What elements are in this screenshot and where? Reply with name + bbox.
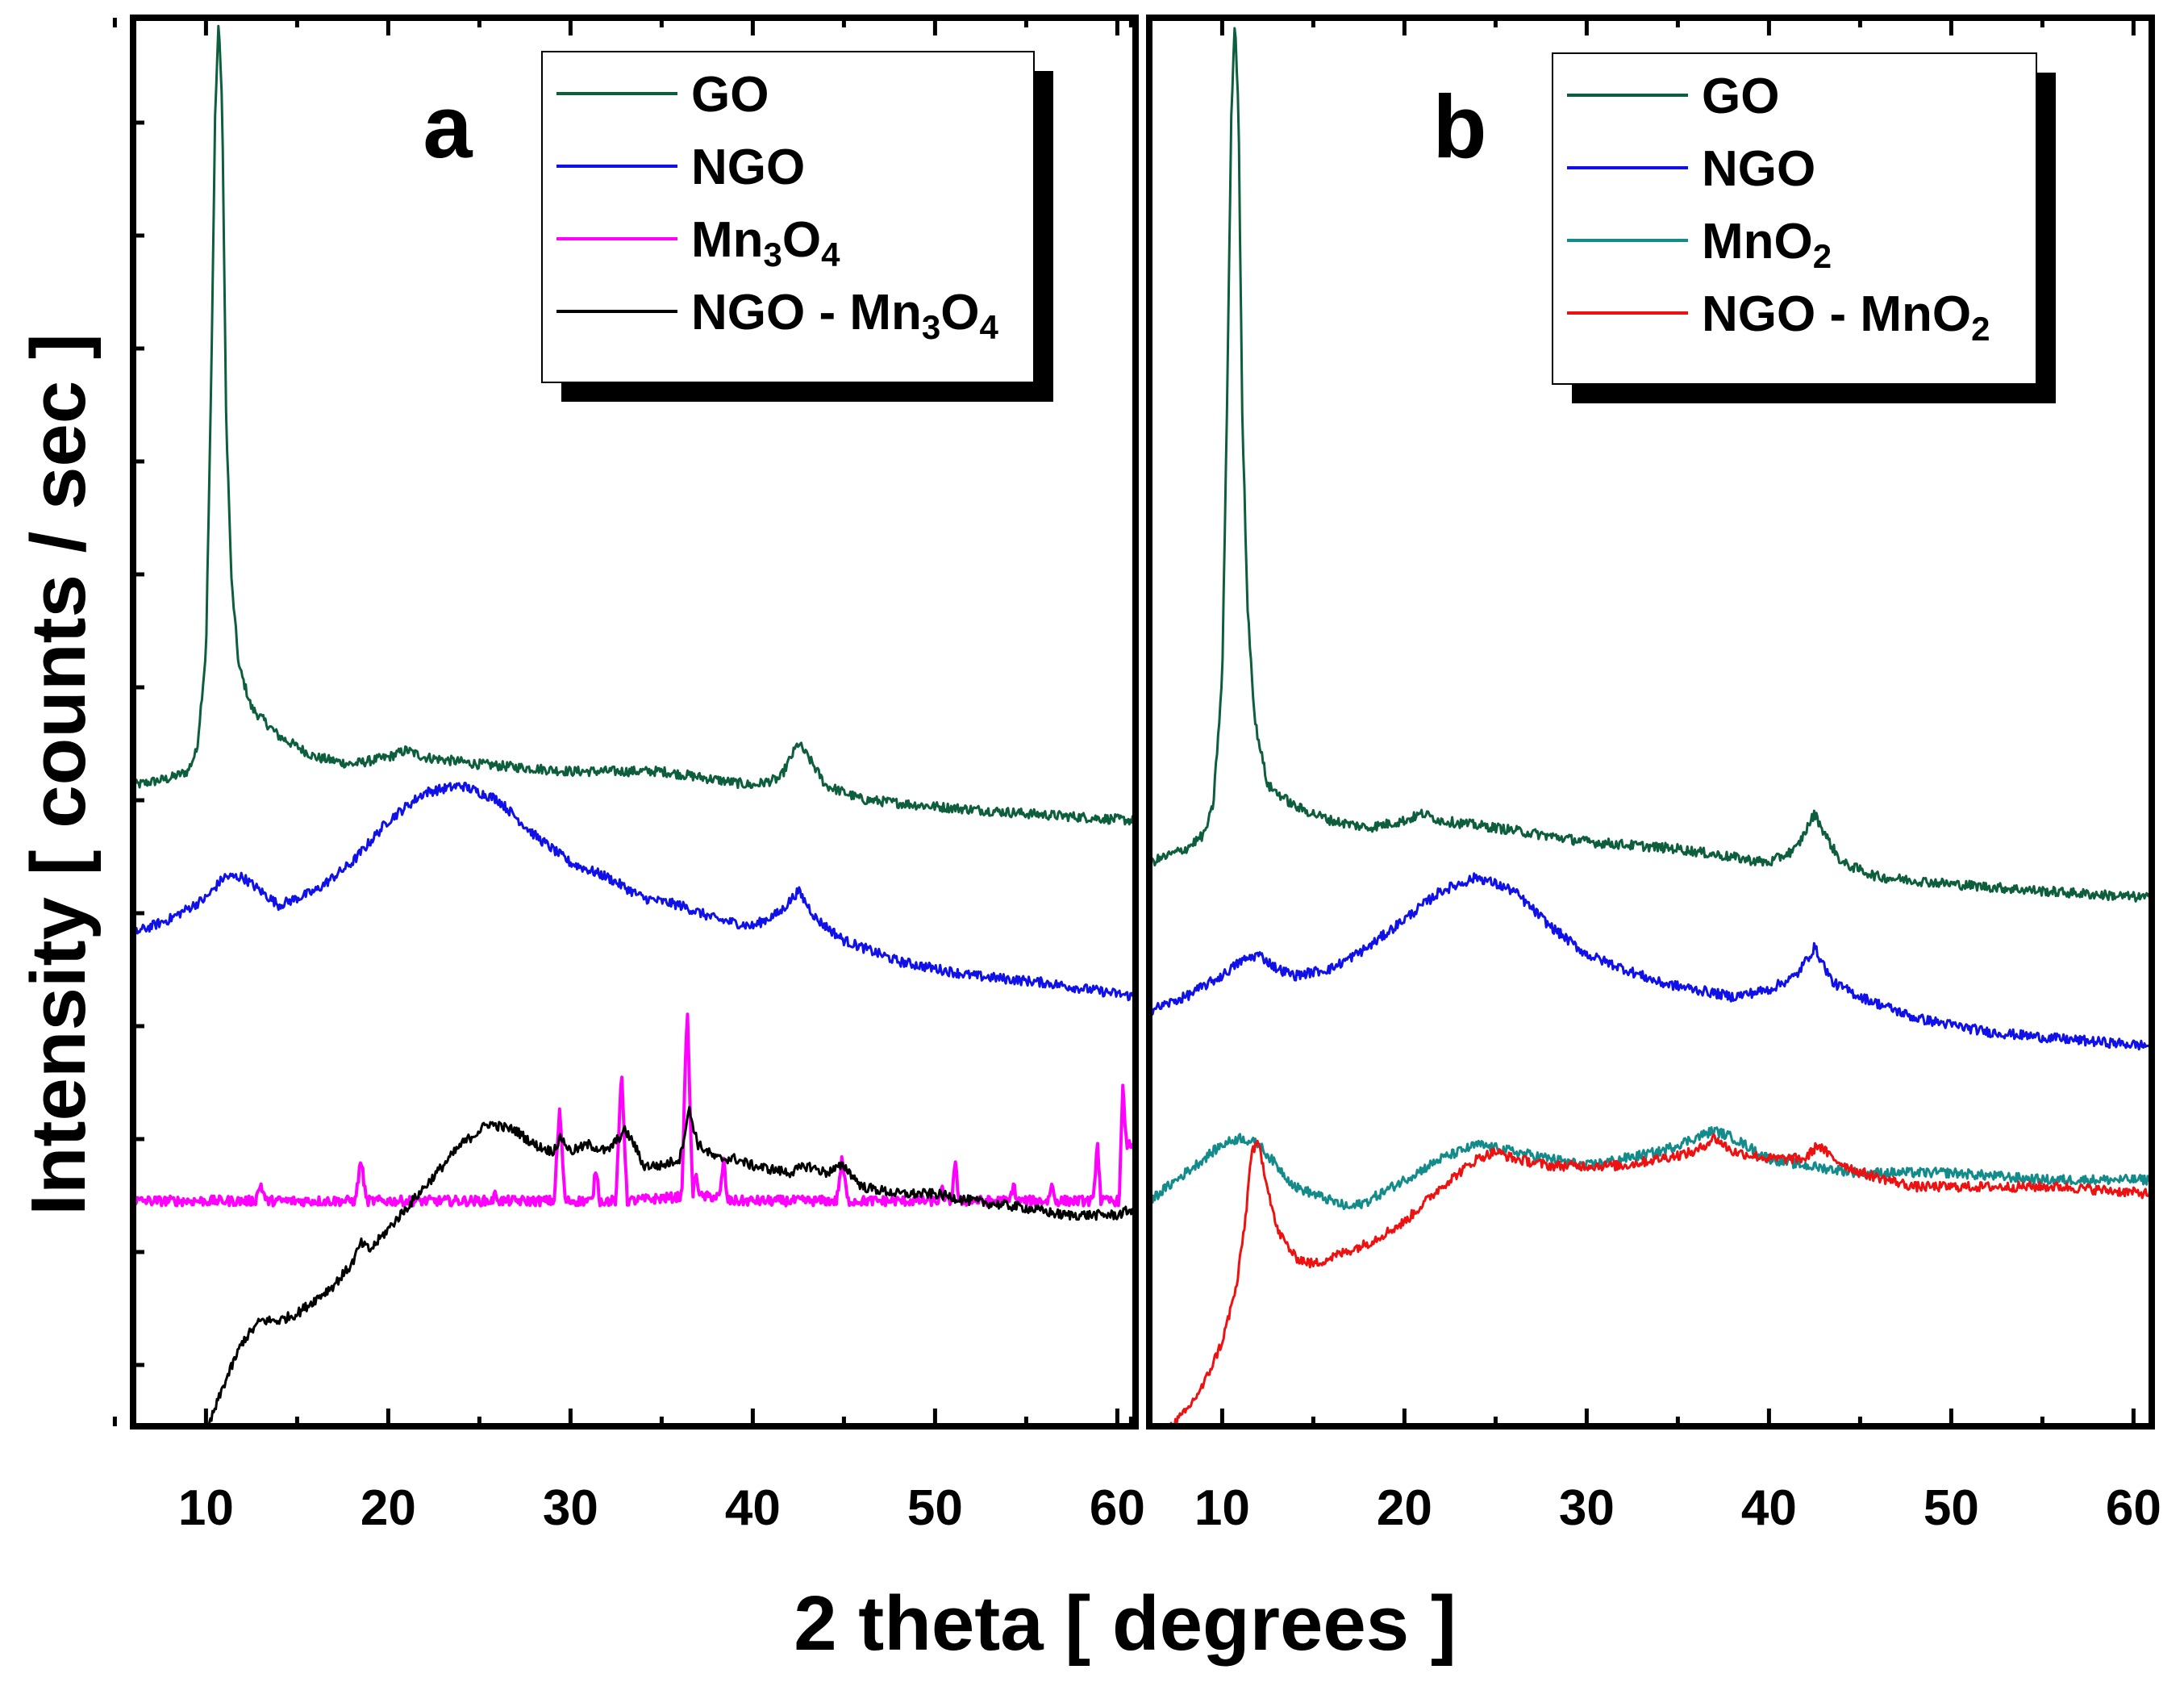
panel-label: a [423, 77, 473, 177]
x-axis-label: 2 theta [ degrees ] [794, 1580, 1457, 1667]
plot-frame [130, 15, 1139, 1429]
x-tick-label: 20 [361, 1480, 416, 1536]
legend: GO NGO Mn3O4 NGO - Mn3O4 [541, 51, 1053, 402]
x-tick-label: 50 [907, 1480, 963, 1536]
legend-entry: GO [691, 67, 769, 123]
series-line-ngo [133, 782, 1136, 1002]
legend-box [1552, 52, 2037, 385]
y-axis-label: Intensity [ counts / sec ] [15, 333, 102, 1216]
legend: GO NGO MnO2 NGO - MnO2 [1552, 52, 2056, 403]
legend-entry: NGO - MnO2 [1702, 286, 1990, 348]
series-line-mno2 [1149, 1126, 2152, 1211]
x-tick-label: 10 [1194, 1480, 1250, 1536]
series-line-mn3o4 [133, 1012, 1136, 1208]
x-tick-label: 40 [1741, 1480, 1797, 1536]
x-tick-label: 60 [2106, 1480, 2161, 1536]
x-tick-label: 20 [1377, 1480, 1432, 1536]
series-line-ngo-mno2 [1169, 1133, 2152, 1426]
panel-b: 10 20 30 40 50 60 b GO NGO MnO2 NGO - MnO2 [1128, 15, 2161, 1536]
series-line-go [133, 24, 1136, 826]
series-line-ngo [1149, 872, 2152, 1051]
x-tick-label: 10 [178, 1480, 234, 1536]
legend-entry: Mn3O4 [691, 212, 840, 273]
series-line-go [1149, 27, 2152, 904]
x-tick-label: 30 [543, 1480, 598, 1536]
legend-entry: NGO [1702, 141, 1815, 197]
x-tick-label: 30 [1559, 1480, 1615, 1536]
legend-entry: GO [1702, 69, 1779, 124]
plot-frame [1146, 15, 2155, 1429]
x-tick-label: 40 [725, 1480, 781, 1536]
legend-entry: NGO - Mn3O4 [691, 285, 998, 346]
legend-entry: MnO2 [1702, 214, 1832, 275]
panel-a: 10 20 30 40 50 60 a GO NGO Mn3O4 NGO - Mn3O4 [112, 15, 1145, 1536]
x-tick-label: 60 [1090, 1480, 1145, 1536]
legend-box [541, 51, 1035, 383]
x-tick-label: 50 [1924, 1480, 1979, 1536]
series-line-ngo-mn3o4 [206, 1105, 1136, 1426]
panel-label: b [1432, 77, 1486, 177]
legend-entry: NGO [691, 140, 805, 195]
